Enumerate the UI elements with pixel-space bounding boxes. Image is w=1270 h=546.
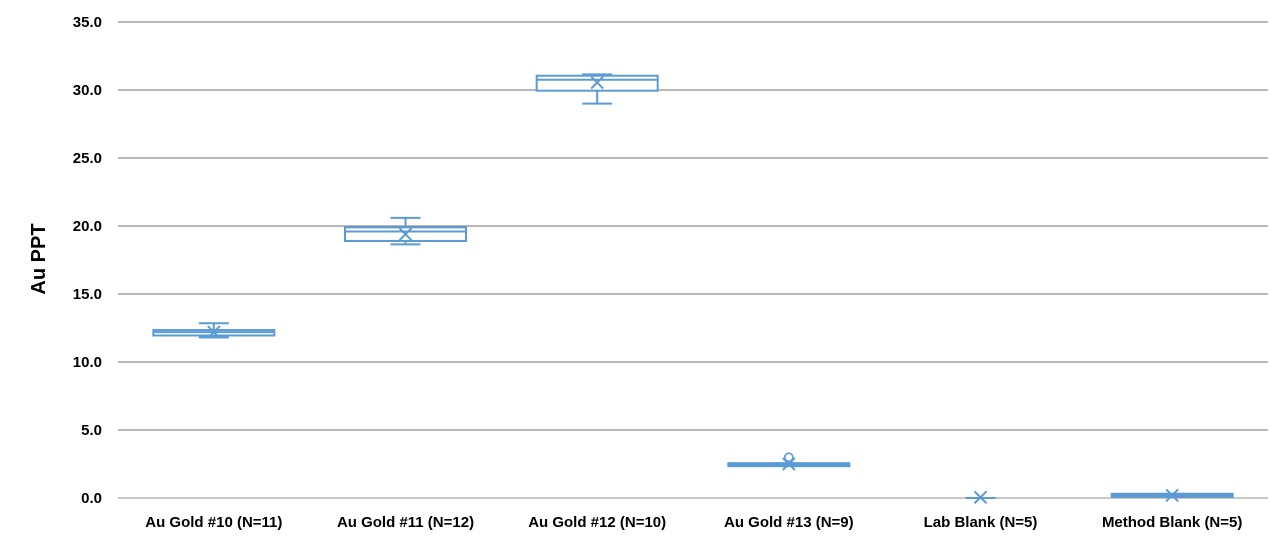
outlier-point xyxy=(784,452,794,463)
box-group xyxy=(535,73,659,105)
x-category-label: Method Blank (N=5) xyxy=(1102,514,1242,531)
box-group xyxy=(1110,488,1234,502)
mean-marker xyxy=(782,457,796,471)
mean-marker xyxy=(398,227,413,241)
box-group xyxy=(344,216,467,246)
mean-marker xyxy=(973,490,988,505)
y-tick-label: 0.0 xyxy=(81,490,102,507)
box-series xyxy=(152,73,1234,505)
box-group xyxy=(152,322,276,339)
y-tick-label: 10.0 xyxy=(73,354,102,371)
y-tick-label: 20.0 xyxy=(73,218,102,235)
gridlines xyxy=(118,21,1268,499)
x-category-label: Au Gold #11 (N=12) xyxy=(337,514,474,531)
mean-marker xyxy=(207,325,221,339)
box-group xyxy=(727,452,851,471)
x-category-label: Au Gold #10 (N=11) xyxy=(145,514,282,531)
y-axis-title: Au PPT xyxy=(28,223,50,294)
x-axis-category-labels: Au Gold #10 (N=11) Au Gold #11 (N=12) Au G… xyxy=(145,514,1242,531)
x-category-label: Lab Blank (N=5) xyxy=(924,514,1038,531)
y-tick-label: 35.0 xyxy=(73,14,102,31)
y-tick-label: 30.0 xyxy=(73,82,102,99)
mean-marker xyxy=(1165,488,1179,502)
y-axis-tick-labels: 0.0 5.0 10.0 15.0 20.0 25.0 30.0 35.0 xyxy=(73,14,102,507)
x-category-label: Au Gold #13 (N=9) xyxy=(724,514,854,531)
box-group xyxy=(965,490,996,505)
y-tick-label: 25.0 xyxy=(73,150,102,167)
y-tick-label: 15.0 xyxy=(73,286,102,303)
mean-marker xyxy=(590,75,604,90)
x-category-label: Au Gold #12 (N=10) xyxy=(528,514,666,531)
y-tick-label: 5.0 xyxy=(81,422,102,439)
